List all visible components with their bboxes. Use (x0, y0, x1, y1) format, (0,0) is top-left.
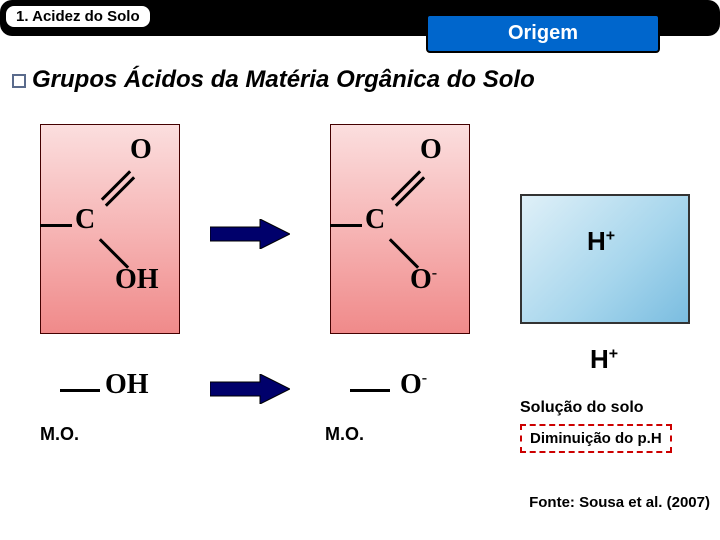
subtitle: Grupos Ácidos da Matéria Orgânica do Sol… (12, 66, 720, 94)
atom-OH-left: OH (115, 264, 159, 296)
h-plus-2: H+ (590, 344, 618, 375)
solution-box: H+ (520, 194, 690, 324)
atom-OH2-left: OH (105, 369, 149, 401)
atom-O-right-top: O (420, 134, 442, 166)
subtitle-text: Grupos Ácidos da Matéria Orgânica do Sol… (32, 66, 535, 93)
molecule-box-right (330, 124, 470, 334)
bond-right-om2 (350, 389, 390, 392)
diagram-stage: O C OH OH O C O- O- H+ H+ Solução do sol… (0, 94, 720, 524)
mo-label-right: M.O. (325, 424, 364, 445)
atom-Ominus2-right: O- (400, 369, 427, 401)
bond-left-stub (40, 224, 72, 227)
bond-left-oh2 (60, 389, 100, 392)
origem-label: Origem (426, 14, 660, 53)
atom-C-left: C (75, 204, 95, 236)
bullet-square-icon (12, 74, 26, 88)
bond-right-stub (330, 224, 362, 227)
source-citation: Fonte: Sousa et al. (2007) (529, 494, 710, 511)
arrow-bottom (210, 374, 290, 404)
solution-label: Solução do solo (520, 399, 644, 417)
section-number: 1. Acidez do Solo (6, 6, 150, 27)
arrow-top (210, 219, 290, 249)
ph-decrease-box: Diminuição do p.H (520, 424, 672, 453)
h-plus-1: H+ (587, 226, 615, 257)
atom-O-left-top: O (130, 134, 152, 166)
molecule-box-left (40, 124, 180, 334)
atom-Ominus-right: O- (410, 264, 437, 296)
mo-label-left: M.O. (40, 424, 79, 445)
atom-C-right: C (365, 204, 385, 236)
